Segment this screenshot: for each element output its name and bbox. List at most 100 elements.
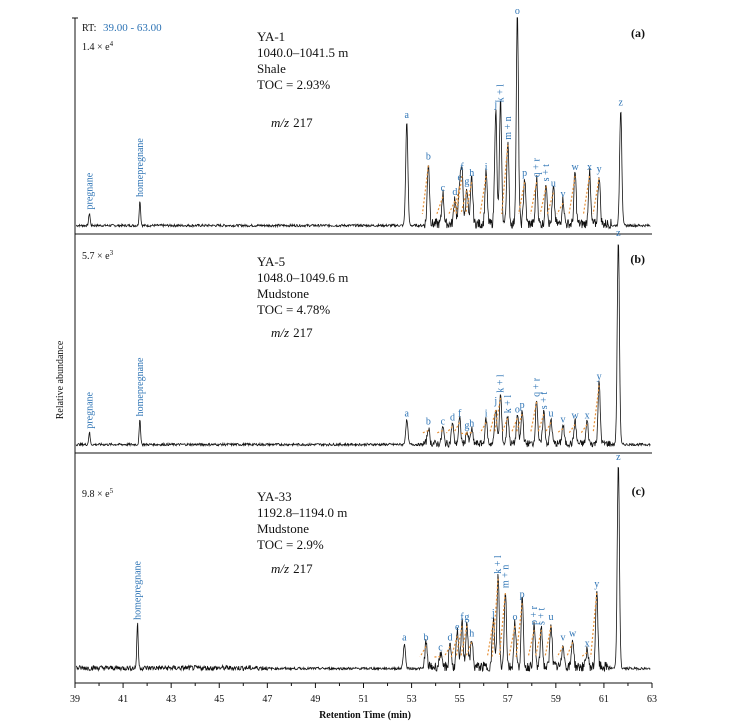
peak-label: f [460,162,464,173]
peak-label: p [520,400,525,411]
compound-label: pregnane [84,172,95,209]
compound-label: homepregnane [135,138,146,197]
scale-base: 9.8 × e [82,489,110,500]
peak-marker [422,430,429,434]
peak-marker [582,175,591,215]
peak-label: g [464,421,469,432]
x-tick-label-55: 55 [455,694,465,705]
x-tick-label-57: 57 [503,694,513,705]
peak-marker [455,625,463,658]
x-tick-label-41: 41 [118,694,128,705]
x-tick-label-45: 45 [214,694,224,705]
mz-label: m/z 217 [271,115,313,130]
peak-marker [527,629,535,658]
peak-label: a [405,408,410,419]
sample-sample: YA-33 [257,489,292,504]
peak-marker [580,652,588,658]
x-tick-label-39: 39 [70,694,80,705]
peak-marker [568,175,576,215]
peak-marker [537,414,545,434]
x-tick-label-61: 61 [599,694,609,705]
peak-marker [421,165,430,215]
peak-marker [455,175,463,215]
peak-label: h [469,168,474,179]
peak-label: o [515,6,520,17]
peak-label: v [561,632,566,643]
rt-range: 39.00 - 63.00 [103,22,162,34]
peak-marker [479,175,487,215]
chromatogram-trace [75,466,651,673]
scale-base: 5.7 × e [82,251,110,262]
peak-label: c [438,643,443,654]
peak-marker [510,418,518,434]
peak-label: i [485,162,488,173]
peak-label: q + r [532,158,543,178]
sample-depth: 1040.0–1041.5 m [257,45,348,60]
peak-label: w [571,162,579,173]
sample-sample: YA-1 [257,29,285,44]
peak-label: f [460,612,464,623]
peak-marker [491,578,499,658]
peak-label: x [585,639,590,650]
mz-italic: m/z [271,115,289,130]
peak-label: m + n [503,116,514,139]
x-tick-label-63: 63 [647,694,657,705]
peak-marker [460,625,468,658]
sample-depth: 1192.8–1194.0 m [257,505,347,520]
peak-label: z [616,228,621,239]
peak-label: j [491,608,495,619]
peak-label: b [426,152,431,163]
peak-label: q + r [532,377,543,397]
peak-label: s + t [536,607,547,625]
peak-label: c [441,417,446,428]
peak-label: p [520,589,525,600]
peak-label: v [561,189,566,200]
peak-label: z [616,452,621,463]
peak-marker [465,642,473,658]
peak-label: h [469,419,474,430]
peak-label: w [569,628,577,639]
peak-marker [486,621,494,658]
mz-value: 217 [293,561,313,576]
peak-marker [498,593,506,658]
axes: 39 41 43 45 47 49 51 53 55 57 59 61 63 [70,17,657,705]
peak-marker [515,414,523,434]
scale-label: 5.7 × e3 [82,249,114,262]
sample-lithology: Mudstone [257,286,309,301]
peak-label: b [424,632,429,643]
peak-label: p + r [529,605,540,625]
peak-marker [534,629,542,658]
compound-label: homepregnane [133,560,144,619]
peak-label: k + l [496,374,507,393]
peak-marker [539,186,547,215]
sample-sample: YA-5 [257,254,285,269]
peak-marker [465,182,473,215]
peak-label: s + t [539,392,550,410]
mz-italic: m/z [271,325,289,340]
peak-label: i [485,408,488,419]
peak-marker [460,432,468,436]
peak-label: z [619,98,624,109]
peak-label: a [402,632,407,643]
peak-label: k + l [496,84,507,103]
peak-label: h [469,628,474,639]
peak-marker [566,642,574,658]
peak-marker [530,401,538,434]
y-axis-label: Relative abundance [55,340,66,419]
scale-label: 1.4 × e4 [82,40,114,53]
sample-toc: TOC = 2.9% [257,537,324,552]
sample-lithology: Shale [257,61,286,76]
x-tick-label-43: 43 [166,694,176,705]
peak-marker [460,190,468,215]
peak-label: m + n [500,565,511,588]
sample-lithology: Mudstone [257,521,309,536]
panel-tag: (a) [631,26,645,40]
chromatogram-trace [76,17,651,230]
peak-label: y [594,579,599,590]
sample-toc: TOC = 4.78% [257,302,330,317]
x-tick-label-59: 59 [551,694,561,705]
peak-label: o [512,612,517,623]
